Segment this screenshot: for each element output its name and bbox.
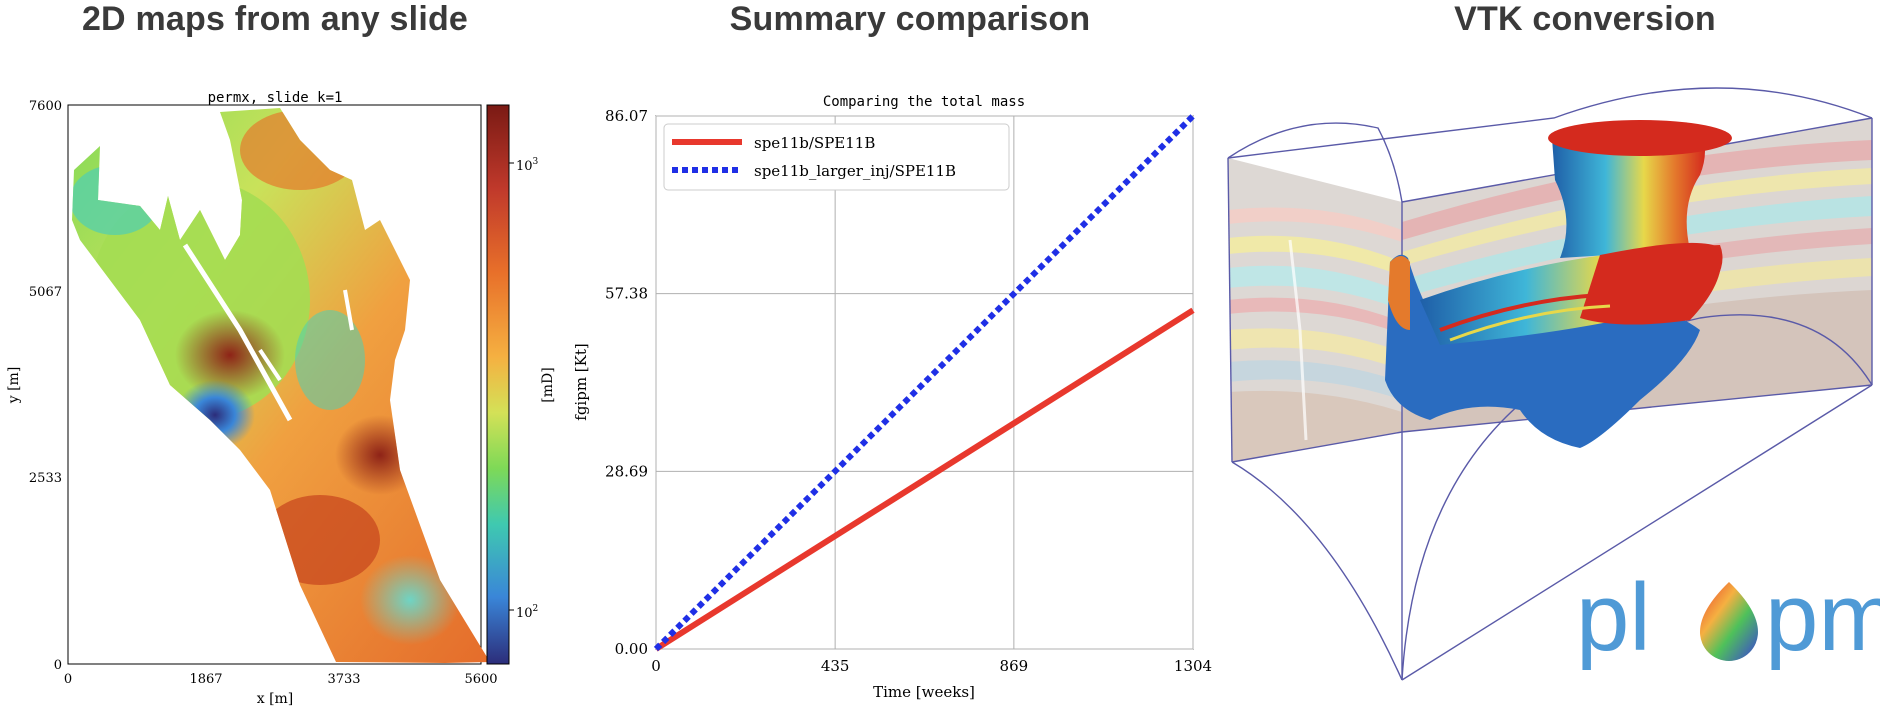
map-title: permx, slide k=1 xyxy=(208,90,343,106)
colorbar-label: [mD] xyxy=(540,367,556,402)
title-summary-comparison: Summary comparison xyxy=(729,0,1091,38)
map-ytick: 5067 xyxy=(29,285,62,300)
series-line-1 xyxy=(654,307,1195,652)
colorbar-tick: 102 xyxy=(516,604,538,621)
chart-grid xyxy=(655,115,1194,650)
map-ytick: 2533 xyxy=(29,471,62,486)
legend-label-series-1: spe11b/SPE11B xyxy=(754,134,875,152)
chart-series xyxy=(653,113,1196,652)
logo-text-left: pl xyxy=(1576,564,1651,671)
chart-ytick: 0.00 xyxy=(615,640,648,658)
map-xtick: 3733 xyxy=(327,672,360,687)
chart-ytick: 86.07 xyxy=(605,107,648,125)
plopm-logo: pl pm xyxy=(1576,564,1880,671)
chart-xtick: 0 xyxy=(651,657,661,675)
map-ytick: 0 xyxy=(54,658,62,673)
logo-text-right: pm xyxy=(1765,564,1880,671)
vtk-wireframe xyxy=(1227,87,1873,681)
vtk-co2-plume xyxy=(1385,120,1732,448)
chart-ytick: 57.38 xyxy=(605,285,648,303)
map-xtick: 1867 xyxy=(189,672,222,687)
chart-xlabel: Time [weeks] xyxy=(873,683,975,701)
map-ylabel: y [m] xyxy=(6,367,22,405)
series-line-2 xyxy=(653,113,1196,652)
chart-legend: spe11b/SPE11B spe11b_larger_inj/SPE11B xyxy=(663,123,1010,191)
legend-label-series-2: spe11b_larger_inj/SPE11B xyxy=(754,162,956,180)
map-ytick: 7600 xyxy=(29,99,62,114)
colorbar-tick: 103 xyxy=(516,157,539,174)
vtk-left-face xyxy=(1228,158,1402,462)
colorbar xyxy=(486,104,510,665)
map-xlabel: x [m] xyxy=(257,691,294,707)
chart-xtick: 869 xyxy=(1000,657,1029,675)
map-figure: permx, slide k=1 0 1867 3733 5600 0 2533… xyxy=(6,90,556,707)
map-xtick: 5600 xyxy=(464,672,497,687)
chart-axes xyxy=(655,115,1194,650)
chart-xtick: 435 xyxy=(821,657,850,675)
chart-ytick: 28.69 xyxy=(605,462,648,480)
title-2d-maps: 2D maps from any slide xyxy=(81,0,469,38)
title-vtk-conversion: VTK conversion xyxy=(1454,0,1716,38)
vtk-right-face xyxy=(1402,118,1872,432)
chart-xtick: 1304 xyxy=(1174,657,1212,675)
map-xtick: 0 xyxy=(64,672,72,687)
chart-title: Comparing the total mass xyxy=(823,94,1025,110)
droplet-icon xyxy=(1700,582,1758,661)
